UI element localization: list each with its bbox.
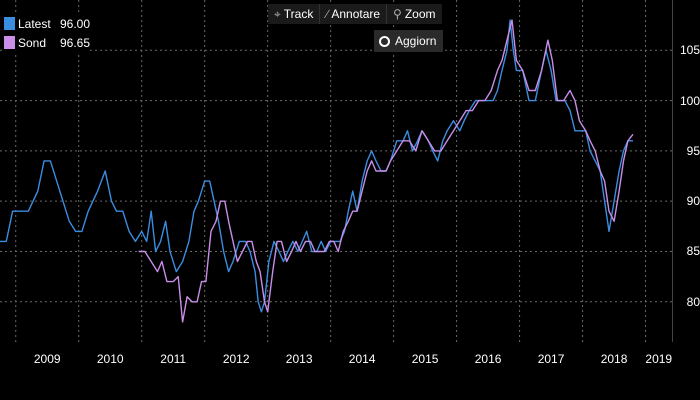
track-label: Track xyxy=(283,7,314,21)
x-tick-label: 2018 xyxy=(600,352,628,366)
x-tick-label: 2011 xyxy=(160,352,187,366)
y-tick-label: 100 xyxy=(679,93,700,108)
legend-value-sond: 96.65 xyxy=(60,35,91,50)
annotate-button[interactable]: ∕ Annotare xyxy=(320,4,388,24)
x-tick-label: 2010 xyxy=(96,352,124,366)
y-tick-label: 80 xyxy=(686,294,700,309)
legend-item-latest[interactable]: Latest 96.00 xyxy=(4,14,90,33)
y-tick-label: 85 xyxy=(686,244,700,259)
crosshair-icon: ⌖ xyxy=(274,6,281,21)
legend-name-sond: Sond xyxy=(18,35,47,50)
x-tick-label: 2019 xyxy=(645,352,673,366)
y-tick-label: 90 xyxy=(686,194,700,209)
chart-toolbar: ⌖ Track ∕ Annotare ⚲ Zoom xyxy=(268,4,442,24)
magnifier-icon: ⚲ xyxy=(393,7,402,21)
x-axis-band xyxy=(0,342,700,400)
zoom-button[interactable]: ⚲ Zoom xyxy=(387,4,441,24)
zoom-label: Zoom xyxy=(404,7,436,21)
legend-swatch-latest xyxy=(4,17,15,30)
refresh-icon xyxy=(379,35,390,47)
x-tick-label: 2013 xyxy=(285,352,313,366)
series-line-sond xyxy=(138,19,634,323)
annotate-label: Annotare xyxy=(331,7,381,21)
refresh-label: Aggiorn xyxy=(395,34,437,48)
x-tick-label: 2009 xyxy=(33,352,61,366)
legend-value-latest: 96.00 xyxy=(60,16,91,31)
refresh-button[interactable]: Aggiorn xyxy=(374,30,444,52)
legend-name-latest: Latest xyxy=(18,16,51,31)
x-tick-label: 2016 xyxy=(474,352,502,366)
x-tick-label: 2012 xyxy=(222,352,250,366)
x-tick-label: 2015 xyxy=(411,352,439,366)
chart-legend: Latest 96.00 Sond 96.65 xyxy=(4,14,91,52)
track-button[interactable]: ⌖ Track xyxy=(268,4,321,24)
legend-swatch-sond xyxy=(4,36,15,49)
x-tick-label: 2014 xyxy=(348,352,376,366)
y-tick-label: 95 xyxy=(686,143,700,158)
x-tick-label: 2017 xyxy=(537,352,565,366)
series-line-latest xyxy=(0,19,633,313)
pencil-icon: ∕ xyxy=(326,7,329,21)
legend-item-sond[interactable]: Sond 96.65 xyxy=(4,33,90,52)
y-tick-label: 105 xyxy=(679,43,700,58)
